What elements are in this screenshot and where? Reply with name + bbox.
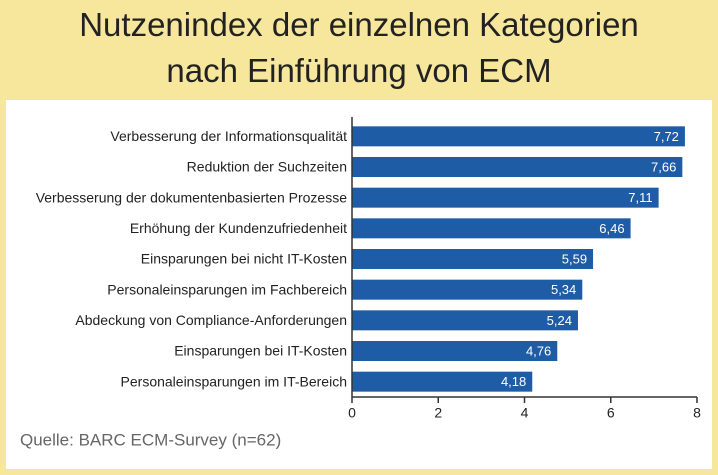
x-tick-label: 8 — [693, 405, 701, 421]
y-tick-label: Abdeckung von Compliance-Anforderungen — [75, 312, 347, 328]
value-label: 5,34 — [551, 282, 576, 297]
value-label: 7,66 — [651, 159, 676, 174]
value-label: 4,18 — [501, 374, 526, 389]
title-box: Nutzenindex der einzelnen Kategorien nac… — [0, 2, 718, 94]
value-label: 4,76 — [526, 343, 551, 358]
value-label: 6,46 — [599, 221, 624, 236]
y-tick-label: Verbesserung der dokumentenbasierten Pro… — [36, 189, 348, 205]
bar — [352, 279, 583, 300]
source-note: Quelle: BARC ECM-Survey (n=62) — [20, 430, 281, 449]
x-tick-label: 4 — [521, 405, 529, 421]
value-label: 7,72 — [654, 129, 679, 144]
y-tick-label: Einsparungen bei nicht IT-Kosten — [141, 251, 347, 267]
value-label: 5,59 — [562, 251, 587, 266]
bar — [352, 310, 578, 331]
value-label: 5,24 — [547, 313, 572, 328]
bar — [352, 371, 533, 392]
y-tick-label: Erhöhung der Kundenzufriedenheit — [130, 220, 347, 236]
bar — [352, 157, 683, 177]
chart-title: Nutzenindex der einzelnen Kategorien nac… — [79, 6, 639, 89]
bar — [352, 126, 685, 147]
bar — [352, 341, 558, 361]
bar — [352, 187, 659, 208]
y-tick-label: Personaleinsparungen im Fachbereich — [107, 281, 347, 297]
y-tick-label: Reduktion der Suchzeiten — [187, 159, 347, 175]
bar — [352, 249, 594, 269]
x-tick-label: 2 — [434, 405, 442, 421]
x-tick-label: 6 — [607, 405, 615, 421]
y-tick-label: Einsparungen bei IT-Kosten — [174, 343, 347, 359]
bar — [352, 218, 631, 239]
x-tick-label: 0 — [348, 405, 356, 421]
y-tick-label: Personaleinsparungen im IT-Bereich — [121, 373, 347, 389]
value-label: 7,11 — [628, 190, 652, 205]
y-tick-label: Verbesserung der Informationsqualität — [110, 128, 347, 144]
